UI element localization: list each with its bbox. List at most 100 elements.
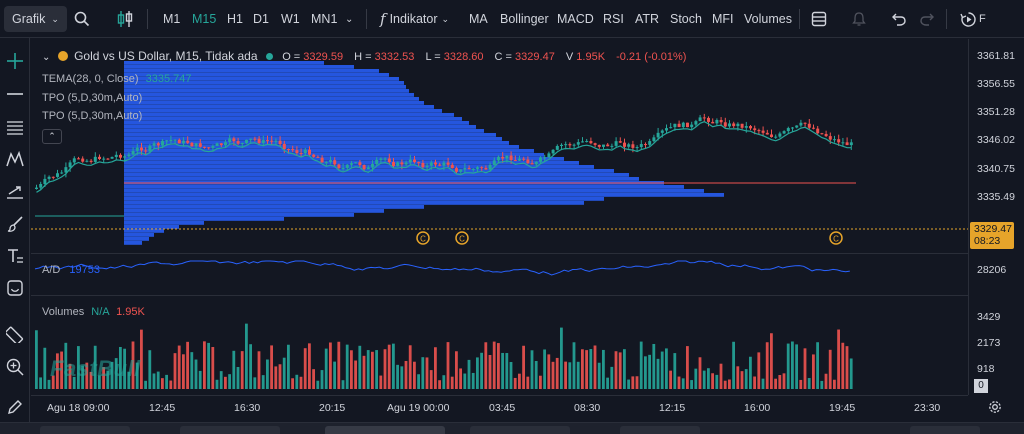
pencil-icon[interactable] — [4, 396, 26, 418]
volume-bar — [694, 368, 698, 389]
replay-icon[interactable] — [960, 0, 977, 38]
tpo-profile-bar — [124, 137, 502, 141]
timeframe-mn1[interactable]: MN1 — [311, 12, 338, 26]
tpo-legend-2[interactable]: TPO (5,D,30m,Auto) — [42, 110, 143, 122]
brush-icon[interactable] — [4, 213, 26, 235]
candle-body — [396, 162, 400, 167]
symbol-tab[interactable] — [180, 426, 280, 434]
timeframe-w1[interactable]: W1 — [281, 12, 300, 26]
volume-bar — [492, 341, 496, 389]
volume-bar — [404, 360, 408, 389]
volume-bar — [417, 374, 420, 389]
candle-body — [102, 158, 106, 160]
layout-icon[interactable] — [811, 0, 827, 38]
candle-body — [173, 139, 177, 141]
search-icon[interactable] — [74, 0, 90, 38]
volume-bar — [232, 350, 236, 389]
fib-lines-icon[interactable] — [4, 116, 26, 138]
candle-body — [761, 130, 765, 133]
undo-icon[interactable] — [891, 0, 907, 38]
time-tick: 12:45 — [149, 402, 176, 414]
volume-legend[interactable]: Volumes N/A 1.95K — [42, 306, 145, 318]
volume-bar — [144, 380, 147, 389]
indicator-volumes[interactable]: Volumes — [744, 12, 792, 26]
tpo-profile-bar — [124, 193, 724, 197]
indicator-ma[interactable]: MA — [469, 12, 488, 26]
symbol-tab[interactable] — [40, 426, 130, 434]
price-axis[interactable]: 3361.81 3356.55 3351.28 3346.02 3340.75 … — [968, 39, 1024, 395]
collapse-legend-chevron-icon[interactable]: ⌃ — [42, 129, 62, 144]
fullscreen-label[interactable]: F — [979, 13, 986, 25]
volume-bar — [135, 362, 139, 389]
indicator-button[interactable]: f Indikator ⌄ — [380, 0, 449, 38]
price-tick: 3340.75 — [977, 163, 1015, 175]
volume-bar — [602, 349, 605, 389]
symbol-tab[interactable] — [470, 426, 570, 434]
timeframe-m1[interactable]: M1 — [163, 12, 181, 26]
candle-body — [753, 128, 757, 131]
volume-bar — [702, 370, 706, 389]
symbol-tab[interactable] — [910, 426, 980, 434]
legend-chevron-icon[interactable]: ⌄ — [42, 52, 51, 63]
volume-bar — [77, 346, 80, 389]
emoji-icon[interactable] — [4, 277, 26, 299]
volume-bar — [278, 364, 282, 389]
symbol-tab-active[interactable] — [325, 426, 445, 434]
timeframe-d1[interactable]: D1 — [253, 12, 269, 26]
volume-bar — [597, 362, 601, 389]
indicator-bollinger[interactable]: Bollinger — [500, 12, 549, 26]
volume-bar — [686, 346, 689, 389]
candle-body — [341, 167, 345, 169]
volume-bar — [350, 350, 353, 389]
text-tool-icon[interactable] — [4, 245, 26, 267]
tpo-legend-1[interactable]: TPO (5,D,30m,Auto) — [42, 92, 143, 104]
tpo-profile-bar — [124, 205, 424, 209]
chart-settings-gear-icon[interactable] — [988, 400, 1002, 419]
pattern-icon[interactable] — [4, 148, 26, 170]
candle-body — [165, 140, 169, 142]
candle-body — [425, 165, 429, 168]
volume-bar — [711, 373, 714, 389]
horizontal-line-icon[interactable] — [4, 83, 26, 105]
candle-body — [719, 119, 723, 123]
projection-icon[interactable] — [4, 180, 26, 202]
symbol-tab[interactable] — [620, 426, 700, 434]
candle-type-icon[interactable] — [117, 0, 133, 38]
candle-body — [564, 144, 568, 146]
time-tick: 16:30 — [234, 402, 261, 414]
candle-body — [135, 147, 139, 151]
volume-bar — [400, 366, 404, 389]
timeframe-m15[interactable]: M15 — [192, 12, 217, 26]
timeframe-h1[interactable]: H1 — [227, 12, 243, 26]
event-marker-icon — [829, 231, 843, 245]
candle-body — [240, 142, 244, 144]
candle-body — [295, 150, 299, 154]
tpo-profile-bar — [124, 125, 476, 129]
tpo-profile-bar — [124, 177, 639, 181]
ad-legend[interactable]: A/D 19753 — [42, 264, 100, 276]
symbol-title: Gold vs US Dollar, M15, Tidak ada — [74, 49, 258, 63]
volume-bar — [593, 345, 597, 389]
candle-body — [47, 176, 51, 179]
timeframe-more-chevron-icon[interactable]: ⌄ — [345, 13, 354, 25]
crosshair-icon[interactable] — [4, 50, 26, 72]
indicator-mfi[interactable]: MFI — [712, 12, 734, 26]
volume-key: V — [565, 51, 574, 63]
candle-body — [211, 146, 215, 148]
tpo-profile-bar — [124, 237, 149, 241]
chart-menu-button[interactable]: Grafik ⌄ — [4, 6, 67, 32]
drawing-toolbar — [0, 38, 30, 434]
indicator-macd[interactable]: MACD — [557, 12, 594, 26]
vol-value: 1.95K — [116, 306, 145, 318]
indicator-stoch[interactable]: Stoch — [670, 12, 702, 26]
zoom-in-icon[interactable] — [4, 356, 26, 378]
tema-legend[interactable]: TEMA(28, 0, Close) 3335.747 — [42, 73, 192, 85]
time-axis[interactable]: Agu 18 09:00 12:45 16:30 20:15 Agu 19 00… — [31, 395, 968, 421]
redo-icon[interactable] — [919, 0, 935, 38]
ruler-icon[interactable] — [4, 323, 26, 345]
alert-icon[interactable] — [851, 0, 867, 38]
indicator-rsi[interactable]: RSI — [603, 12, 624, 26]
indicator-atr[interactable]: ATR — [635, 12, 660, 26]
candle-body — [518, 158, 521, 161]
